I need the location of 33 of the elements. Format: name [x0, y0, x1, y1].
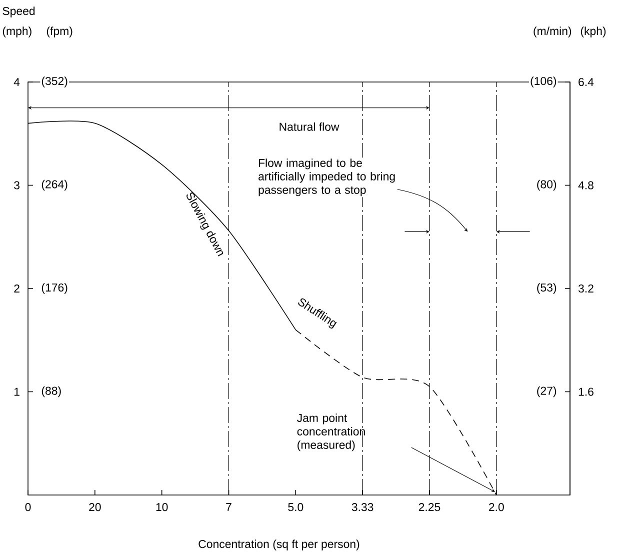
y3-axis-title: (fpm) [46, 26, 72, 38]
y2-tick-label: 1.6 [578, 388, 594, 396]
chart-title: Speed [2, 6, 35, 18]
y-tick-label: 4 [14, 78, 20, 86]
y3-tick-label: (352) [42, 76, 68, 88]
x-tick-label: 0 [25, 503, 31, 512]
x-tick-label: 5.0 [288, 503, 304, 512]
annotation: Natural flow [280, 122, 340, 131]
x-tick-label: 7 [226, 503, 232, 511]
y-tick-label: 2 [14, 284, 20, 292]
annotation: (53) [537, 283, 556, 294]
y2-tick-label: 4.8 [578, 181, 594, 190]
y3-tick-label: (88) [42, 386, 61, 398]
y2-tick-label: 3.2 [578, 284, 594, 293]
x-tick-label: 10 [156, 503, 168, 512]
text: (m/min) [534, 26, 572, 38]
y-tick-label: 3 [14, 181, 20, 190]
annotation: (106) [530, 76, 556, 88]
y3-tick-label: (264) [42, 180, 68, 191]
x-tick-label: 20 [89, 503, 101, 512]
y3-tick-label: (176) [42, 283, 68, 294]
x-tick-label: 3.33 [352, 503, 374, 512]
x-tick-label: 2.25 [418, 503, 440, 512]
annotation: (80) [537, 180, 556, 191]
x-axis-title: Concentration (sq ft per person) [198, 540, 360, 550]
annotation: Jam point concentration (measured) [297, 414, 365, 452]
y2-tick-label: 6.4 [578, 78, 594, 86]
y2-axis-title: (kph) [580, 26, 606, 38]
annotation: Flow imagined to be artificially impeded to bring passengers to a stop [258, 158, 395, 196]
y-axis-title: (mph) [2, 26, 32, 38]
y-tick-label: 1 [14, 388, 20, 396]
annotation: (27) [537, 386, 556, 398]
x-tick-label: 2.0 [489, 503, 504, 512]
